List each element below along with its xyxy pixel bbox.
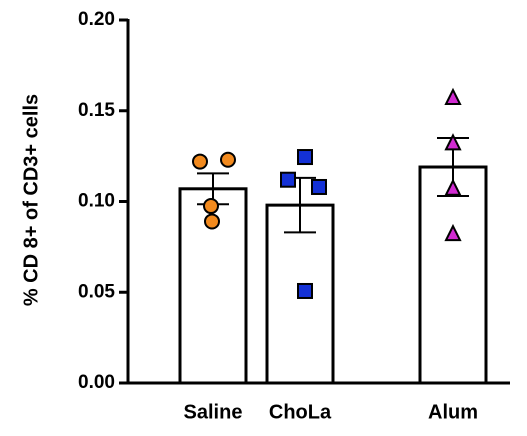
y-axis-label: % CD 8+ of CD3+ cells xyxy=(20,94,42,306)
y-tick-label: 0.20 xyxy=(78,9,115,30)
data-point xyxy=(297,149,313,166)
x-tick-label: Alum xyxy=(428,401,478,423)
data-point xyxy=(203,198,219,215)
data-point xyxy=(311,178,327,195)
data-point xyxy=(280,171,296,188)
bar xyxy=(418,165,488,385)
data-point xyxy=(444,178,462,196)
data-point xyxy=(444,133,462,151)
data-point xyxy=(204,213,220,230)
data-point xyxy=(444,223,462,242)
y-tick-label: 0.15 xyxy=(78,100,115,121)
y-tick-label: 0.05 xyxy=(78,281,115,302)
x-tick-label: Saline xyxy=(184,401,243,423)
data-point xyxy=(444,87,462,106)
y-tick-label: 0.00 xyxy=(78,372,115,393)
data-point xyxy=(297,282,313,299)
x-tick-label: ChoLa xyxy=(269,401,332,423)
y-tick-label: 0.10 xyxy=(78,191,115,212)
data-point xyxy=(192,153,208,170)
data-point xyxy=(220,151,236,168)
